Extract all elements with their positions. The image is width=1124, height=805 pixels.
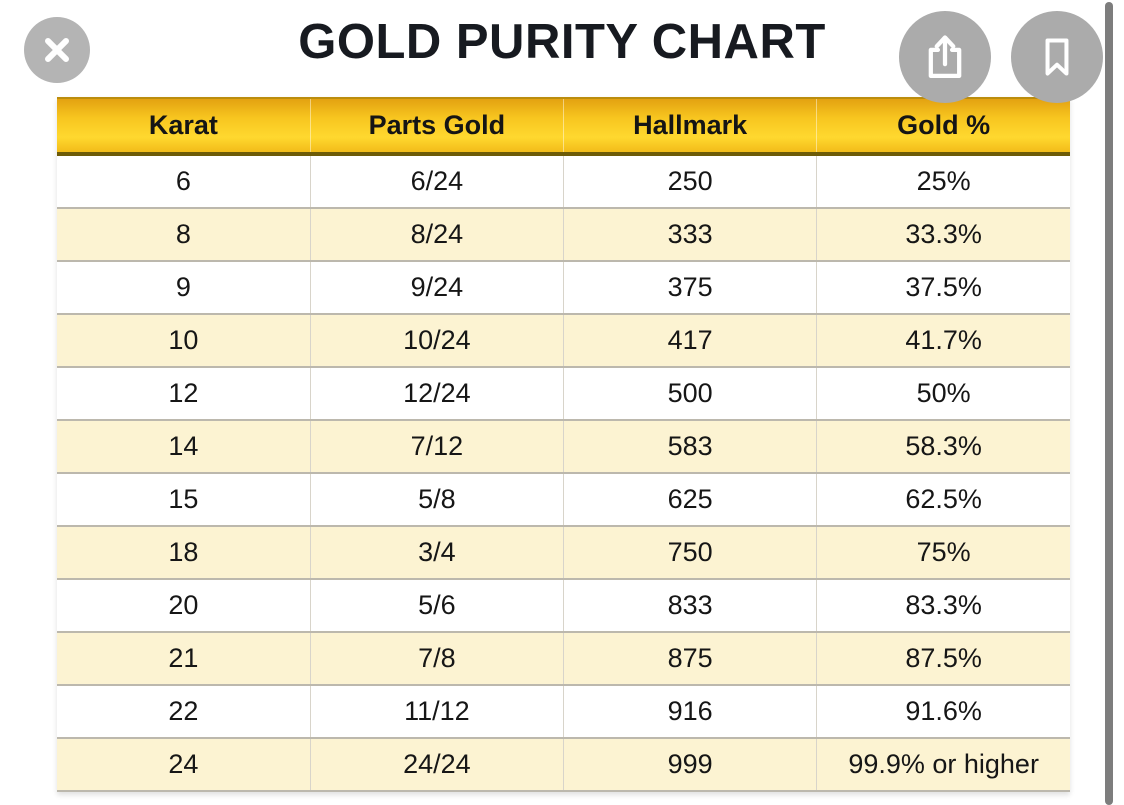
- bookmark-icon: [1031, 31, 1083, 83]
- table-row: 21 7/8 875 87.5%: [57, 631, 1070, 685]
- table-row: 20 5/6 833 83.3%: [57, 578, 1070, 632]
- table-cell: 87.5%: [816, 631, 1070, 685]
- table-cell: 62.5%: [816, 472, 1070, 526]
- gold-purity-table: Karat Parts Gold Hallmark Gold % 6 6/24 …: [57, 97, 1070, 792]
- table-cell: 12: [57, 366, 311, 420]
- table-cell: 5/6: [309, 578, 564, 632]
- table-cell: 333: [562, 207, 817, 261]
- table-cell: 8/24: [309, 207, 564, 261]
- table-cell: 50%: [816, 366, 1070, 420]
- table-cell: 58.3%: [816, 419, 1070, 473]
- table-cell: 20: [57, 578, 311, 632]
- table-row: 9 9/24 375 37.5%: [57, 260, 1070, 314]
- table-cell: 11/12: [309, 684, 564, 738]
- table-cell: 7/12: [309, 419, 564, 473]
- table-cell: 14: [57, 419, 311, 473]
- table-row: 6 6/24 250 25%: [57, 154, 1070, 208]
- table-row: 12 12/24 500 50%: [57, 366, 1070, 420]
- table-cell: 10: [57, 313, 311, 367]
- page-title: GOLD PURITY CHART: [298, 15, 826, 69]
- table-row: 14 7/12 583 58.3%: [57, 419, 1070, 473]
- table-row: 10 10/24 417 41.7%: [57, 313, 1070, 367]
- close-icon: [37, 30, 77, 70]
- table-header: Karat Parts Gold Hallmark Gold %: [57, 97, 1070, 156]
- table-cell: 625: [562, 472, 817, 526]
- table-cell: 18: [57, 525, 311, 579]
- share-button[interactable]: [899, 11, 991, 103]
- table-cell: 250: [562, 154, 817, 208]
- table-cell: 91.6%: [816, 684, 1070, 738]
- table-cell: 9/24: [309, 260, 564, 314]
- table-cell: 33.3%: [816, 207, 1070, 261]
- table-cell: 75%: [816, 525, 1070, 579]
- table-cell: 3/4: [309, 525, 564, 579]
- vertical-scrollbar[interactable]: [1105, 2, 1113, 805]
- table-body: 6 6/24 250 25% 8 8/24 333 33.3% 9 9/24 3…: [57, 154, 1070, 792]
- table-row: 15 5/8 625 62.5%: [57, 472, 1070, 526]
- table-cell: 83.3%: [816, 578, 1070, 632]
- table-cell: 417: [562, 313, 817, 367]
- table-cell: 8: [57, 207, 311, 261]
- table-cell: 41.7%: [816, 313, 1070, 367]
- table-row: 24 24/24 999 99.9% or higher: [57, 737, 1070, 792]
- table-cell: 916: [562, 684, 817, 738]
- table-cell: 750: [562, 525, 817, 579]
- table-cell: 500: [562, 366, 817, 420]
- table-row: 18 3/4 750 75%: [57, 525, 1070, 579]
- table-cell: 24/24: [309, 737, 564, 792]
- table-row: 22 11/12 916 91.6%: [57, 684, 1070, 738]
- close-button[interactable]: [24, 17, 90, 83]
- table-cell: 37.5%: [816, 260, 1070, 314]
- table-cell: 6/24: [309, 154, 564, 208]
- share-icon: [919, 31, 971, 83]
- table-cell: 22: [57, 684, 311, 738]
- bookmark-button[interactable]: [1011, 11, 1103, 103]
- table-cell: 375: [562, 260, 817, 314]
- table-cell: 583: [562, 419, 817, 473]
- table-cell: 25%: [816, 154, 1070, 208]
- column-header-hallmark: Hallmark: [562, 97, 817, 156]
- column-header-parts-gold: Parts Gold: [309, 97, 564, 156]
- column-header-karat: Karat: [57, 97, 311, 156]
- table-cell: 833: [562, 578, 817, 632]
- table-cell: 875: [562, 631, 817, 685]
- table-cell: 99.9% or higher: [816, 737, 1070, 792]
- table-cell: 21: [57, 631, 311, 685]
- table-cell: 6: [57, 154, 311, 208]
- table-row: 8 8/24 333 33.3%: [57, 207, 1070, 261]
- table-cell: 24: [57, 737, 311, 792]
- table-cell: 12/24: [309, 366, 564, 420]
- table-cell: 9: [57, 260, 311, 314]
- column-header-gold-pct: Gold %: [816, 97, 1070, 156]
- table-cell: 10/24: [309, 313, 564, 367]
- table-cell: 7/8: [309, 631, 564, 685]
- table-cell: 999: [562, 737, 817, 792]
- table-cell: 5/8: [309, 472, 564, 526]
- table-cell: 15: [57, 472, 311, 526]
